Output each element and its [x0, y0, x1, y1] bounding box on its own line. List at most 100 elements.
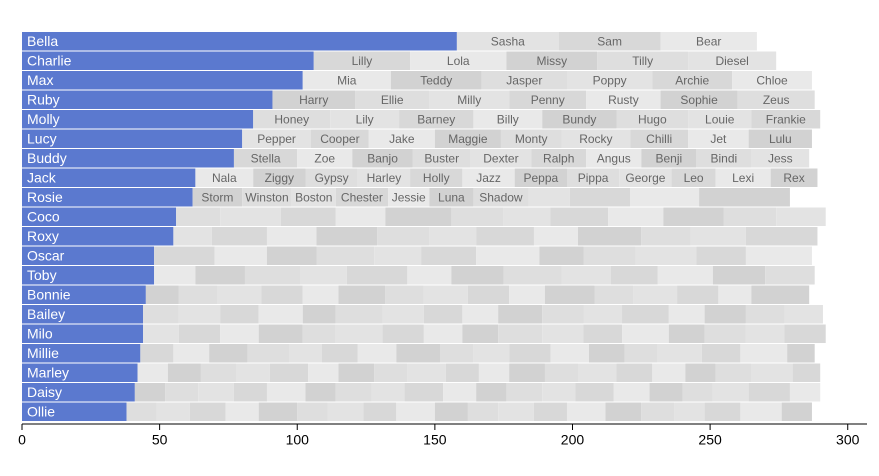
- segment: [451, 266, 504, 285]
- segment: [737, 90, 815, 109]
- segment-label: Maggie: [448, 132, 488, 146]
- bar-label: Charlie: [27, 52, 72, 68]
- segment: [533, 227, 578, 246]
- segment-label: Missy: [537, 54, 568, 68]
- segment: [396, 402, 435, 421]
- segment: [352, 149, 413, 168]
- segment: [192, 188, 243, 207]
- segment: [126, 402, 157, 421]
- segment: [346, 266, 408, 285]
- segment: [473, 188, 529, 207]
- segment: [242, 129, 312, 148]
- segment: [385, 285, 424, 304]
- segment: [217, 285, 262, 304]
- segment: [792, 363, 821, 382]
- segment: [718, 285, 752, 304]
- segment: [509, 285, 545, 304]
- segment: [476, 383, 507, 402]
- segment: [685, 363, 716, 382]
- segment-label: Benji: [655, 151, 682, 165]
- segment: [533, 402, 567, 421]
- segment: [677, 285, 719, 304]
- segment-label: Teddy: [420, 73, 452, 87]
- x-tick-label: 250: [698, 432, 722, 448]
- segment: [745, 324, 785, 343]
- segment-label: Jessie: [392, 190, 426, 204]
- bar-label: Millie: [27, 345, 59, 361]
- bar: [22, 71, 303, 90]
- segment: [176, 207, 221, 226]
- segment: [322, 344, 358, 363]
- segment: [751, 285, 810, 304]
- segment-label: Lexi: [732, 171, 754, 185]
- segment: [544, 285, 595, 304]
- segment: [616, 110, 689, 129]
- bar: [22, 129, 243, 148]
- segment: [740, 344, 788, 363]
- segment: [368, 129, 435, 148]
- bar-label: Bella: [27, 33, 58, 49]
- segment: [335, 305, 383, 324]
- segment: [297, 402, 328, 421]
- segment-label: Harley: [367, 171, 402, 185]
- segment-label: Peppa: [523, 171, 558, 185]
- segment-label: Lily: [356, 112, 374, 126]
- segment: [641, 227, 691, 246]
- segment: [566, 71, 653, 90]
- segment: [589, 344, 625, 363]
- bar-label: Coco: [27, 208, 60, 224]
- segment: [732, 71, 812, 90]
- segment: [134, 383, 166, 402]
- segment: [641, 402, 675, 421]
- segment: [302, 285, 339, 304]
- bar-label: Lucy: [27, 130, 57, 146]
- segment: [145, 285, 179, 304]
- segment: [445, 363, 479, 382]
- segment: [382, 305, 424, 324]
- segment-label: Ellie: [381, 93, 404, 107]
- bar-label: Toby: [27, 267, 57, 283]
- x-tick-label: 100: [286, 432, 310, 448]
- segment: [784, 324, 826, 343]
- segment: [451, 207, 504, 226]
- segment: [382, 324, 424, 343]
- segment: [668, 305, 705, 324]
- segment-label: Bear: [696, 34, 721, 48]
- segment-label: Luna: [438, 190, 465, 204]
- segment-label: Frankie: [766, 112, 806, 126]
- segment: [297, 149, 353, 168]
- segment-label: Rocky: [579, 132, 612, 146]
- bar-label: Oscar: [27, 247, 65, 263]
- segment: [704, 324, 746, 343]
- segment-label: Sophie: [680, 93, 718, 107]
- segment: [399, 110, 474, 129]
- segment-label: Winston: [245, 190, 288, 204]
- segment: [327, 402, 364, 421]
- segment: [787, 344, 815, 363]
- segment: [544, 363, 578, 382]
- segment: [652, 363, 686, 382]
- segment: [423, 285, 468, 304]
- segment: [423, 324, 463, 343]
- segment: [143, 305, 179, 324]
- segment: [649, 383, 683, 402]
- segment: [470, 149, 532, 168]
- segment-label: Jasper: [506, 73, 542, 87]
- segment-label: Stella: [251, 151, 281, 165]
- segment: [558, 32, 661, 51]
- segment: [550, 344, 590, 363]
- segment: [789, 383, 821, 402]
- segment: [272, 90, 356, 109]
- segment: [696, 246, 746, 265]
- segment-label: Poppy: [593, 73, 627, 87]
- segment: [605, 402, 642, 421]
- segment: [619, 168, 672, 187]
- bar: [22, 285, 146, 304]
- segment: [704, 402, 741, 421]
- segment: [423, 305, 463, 324]
- segment: [311, 129, 369, 148]
- bar: [22, 383, 135, 402]
- segment-label: Mia: [337, 73, 357, 87]
- segment: [396, 344, 441, 363]
- segment: [467, 402, 499, 421]
